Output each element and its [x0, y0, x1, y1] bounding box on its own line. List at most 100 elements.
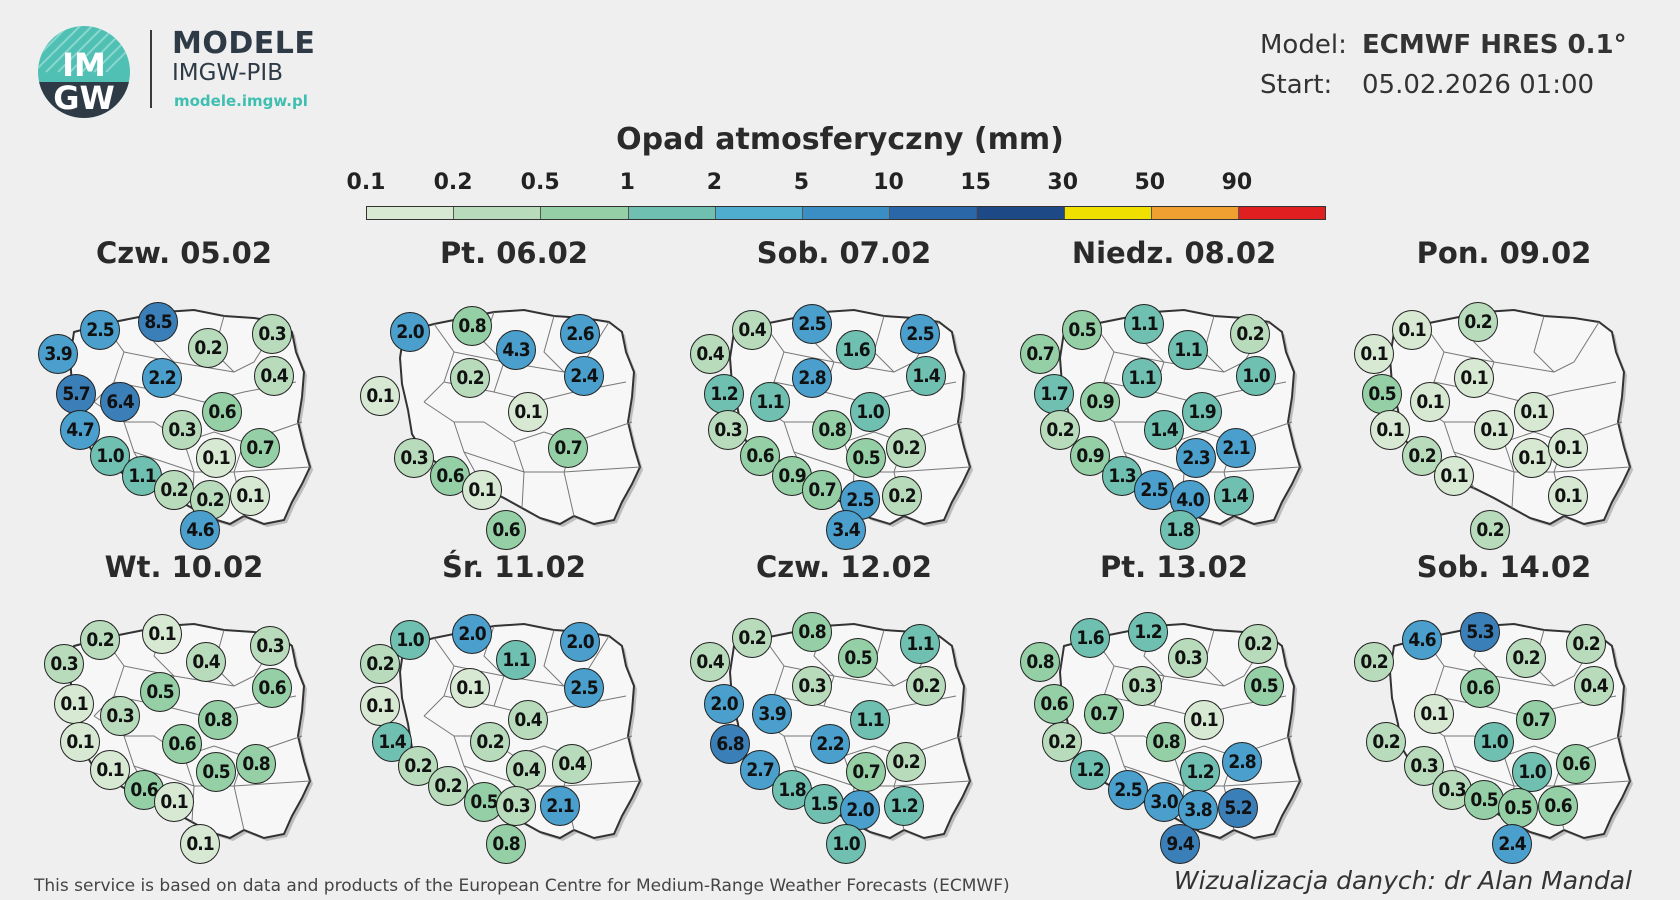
precip-value-bubble: 0.3	[708, 410, 748, 450]
forecast-day-panel: Czw. 12.02 0.2 0.8 1.1 0.4 0.5 0.3 0.2 2.0 3.9 1.1…	[690, 550, 994, 864]
brand-url-link[interactable]: modele.imgw.pl	[174, 92, 308, 110]
precip-value-bubble: 0.2	[1506, 638, 1546, 678]
precip-value-bubble: 0.1	[360, 376, 400, 416]
precip-value-bubble: 0.1	[508, 392, 548, 432]
model-info: Model: ECMWF HRES 0.1° Start: 05.02.2026…	[1260, 30, 1627, 110]
precip-value-bubble: 1.6	[1070, 618, 1110, 658]
precip-value-bubble: 0.6	[1460, 668, 1500, 708]
precip-value-bubble: 2.5	[792, 304, 832, 344]
precip-value-bubble: 0.4	[690, 642, 730, 682]
precip-value-bubble: 0.3	[44, 644, 84, 684]
precip-value-bubble: 0.3	[1404, 746, 1444, 786]
precip-value-bubble: 0.1	[90, 750, 130, 790]
precip-value-bubble: 3.8	[1178, 790, 1218, 830]
brand-divider	[150, 30, 152, 108]
precip-value-bubble: 2.5	[900, 314, 940, 354]
precip-value-bubble: 0.6	[1556, 744, 1596, 784]
precip-value-bubble: 0.8	[452, 306, 492, 346]
voivodeship-border	[123, 665, 235, 687]
precip-legend: 0.1 0.2 0.5 1 2 5 10 15 30 50 90	[347, 170, 1326, 222]
precip-value-bubble: 1.1	[850, 700, 890, 740]
precip-value-bubble: 1.9	[1182, 392, 1222, 432]
precip-value-bubble: 2.0	[452, 614, 492, 654]
legend-tick-label: 30	[1047, 170, 1079, 195]
ecmwf-credit: This service is based on data and produc…	[34, 876, 1010, 896]
precip-value-bubble: 1.5	[804, 784, 844, 824]
precip-value-bubble: 9.4	[1160, 824, 1200, 864]
precip-value-bubble: 0.7	[802, 470, 842, 510]
precip-value-bubble: 0.1	[1474, 410, 1514, 450]
voivodeship-border	[423, 323, 455, 403]
precip-value-bubble: 0.6	[1538, 786, 1578, 826]
precip-value-bubble: 0.2	[1566, 624, 1606, 664]
forecast-day-panel: Sob. 14.02 4.6 5.3 0.2 0.2 0.2 0.4 0.6 0.1 0.7 0.2…	[1354, 550, 1654, 864]
precip-value-bubble: 2.1	[1216, 428, 1256, 468]
panel-date-title: Czw. 12.02	[756, 550, 932, 584]
legend-color-segment	[1238, 207, 1326, 219]
precip-value-bubble: 0.7	[846, 752, 886, 792]
legend-color-segment	[977, 207, 1065, 219]
precip-value-bubble: 0.9	[1070, 436, 1110, 476]
precip-value-bubble: 2.0	[390, 312, 430, 352]
precip-value-bubble: 0.5	[1498, 788, 1538, 828]
panel-date-title: Pt. 13.02	[1100, 550, 1248, 584]
precip-value-bubble: 0.8	[792, 612, 832, 652]
panel-date-title: Niedz. 08.02	[1071, 236, 1277, 270]
precip-value-bubble: 1.2	[1070, 750, 1110, 790]
precip-value-bubble: 0.8	[1020, 642, 1060, 682]
precip-value-bubble: 2.5	[1108, 770, 1148, 810]
precip-value-bubble: 5.7	[56, 374, 96, 414]
author-credit: Wizualizacja danych: dr Alan Mandal	[1173, 866, 1632, 895]
precip-value-bubble: 2.1	[540, 786, 580, 826]
legend-color-segment	[1151, 207, 1239, 219]
panel-date-title: Pt. 06.02	[440, 236, 588, 270]
precip-value-bubble: 0.3	[394, 438, 434, 478]
forecast-day-panel: Niedz. 08.02 0.5 1.1 0.2 0.7 1.1 1.1 1.0 1.7 0.9 1…	[1020, 236, 1324, 550]
legend-color-segment	[890, 207, 978, 219]
precip-value-bubble: 1.1	[1124, 304, 1164, 344]
precip-value-bubble: 0.1	[1548, 428, 1588, 468]
precip-value-bubble: 1.4	[906, 356, 946, 396]
precip-value-bubble: 0.2	[154, 470, 194, 510]
forecast-day-panel: Sob. 07.02 0.4 2.5 2.5 0.4 1.6 2.8 1.4 1.2 1.1 1.0…	[690, 236, 994, 550]
precip-value-bubble: 3.0	[1144, 782, 1184, 822]
precip-value-bubble: 1.4	[1144, 410, 1184, 450]
precip-value-bubble: 0.5	[846, 438, 886, 478]
precip-value-bubble: 0.2	[1238, 624, 1278, 664]
precip-value-bubble: 0.1	[360, 686, 400, 726]
header: IM GW MODELE IMGW-PIB modele.imgw.pl Mod…	[0, 0, 1680, 120]
precip-value-bubble: 0.4	[254, 356, 294, 396]
precip-value-bubble: 0.2	[886, 428, 926, 468]
logo-text-bottom: GW	[53, 79, 115, 117]
precip-value-bubble: 0.3	[250, 626, 290, 666]
legend-tick-label: 0.5	[520, 170, 560, 195]
model-label: Model:	[1260, 30, 1347, 60]
precip-value-bubble: 2.0	[560, 622, 600, 662]
precip-value-bubble: 4.6	[1402, 620, 1442, 660]
precip-value-bubble: 0.8	[486, 824, 526, 864]
precip-value-bubble: 0.1	[154, 782, 194, 822]
precip-value-bubble: 0.7	[240, 428, 280, 468]
precip-value-bubble: 1.0	[1474, 722, 1514, 762]
brand-subtitle: IMGW-PIB	[172, 60, 283, 86]
panel-date-title: Śr. 11.02	[442, 550, 586, 584]
precip-value-bubble: 0.2	[732, 618, 772, 658]
legend-tick-label: 5	[793, 170, 810, 195]
forecast-day-panel: Czw. 05.02 2.5 8.5 0.2 0.3 3.9 2.2 0.4 5.7 6.4 0.6…	[34, 236, 334, 550]
voivodeship-border	[783, 351, 895, 373]
voivodeship-border	[1113, 351, 1225, 373]
legend-tick-label: 2	[706, 170, 723, 195]
legend-color-segment	[802, 207, 891, 219]
logo-text-top: IM	[62, 46, 106, 84]
precip-value-bubble: 5.2	[1218, 788, 1258, 828]
precip-value-bubble: 0.8	[236, 744, 276, 784]
brand-title: MODELE	[172, 26, 316, 61]
precip-value-bubble: 0.7	[1020, 334, 1060, 374]
precip-value-bubble: 4.7	[60, 410, 100, 450]
precip-value-bubble: 0.9	[772, 456, 812, 496]
precip-value-bubble: 0.4	[732, 310, 772, 350]
precip-value-bubble: 2.5	[564, 668, 604, 708]
precip-value-bubble: 0.8	[1146, 722, 1186, 762]
panel-date-title: Czw. 05.02	[96, 236, 272, 270]
precip-value-bubble: 0.1	[1184, 700, 1224, 740]
